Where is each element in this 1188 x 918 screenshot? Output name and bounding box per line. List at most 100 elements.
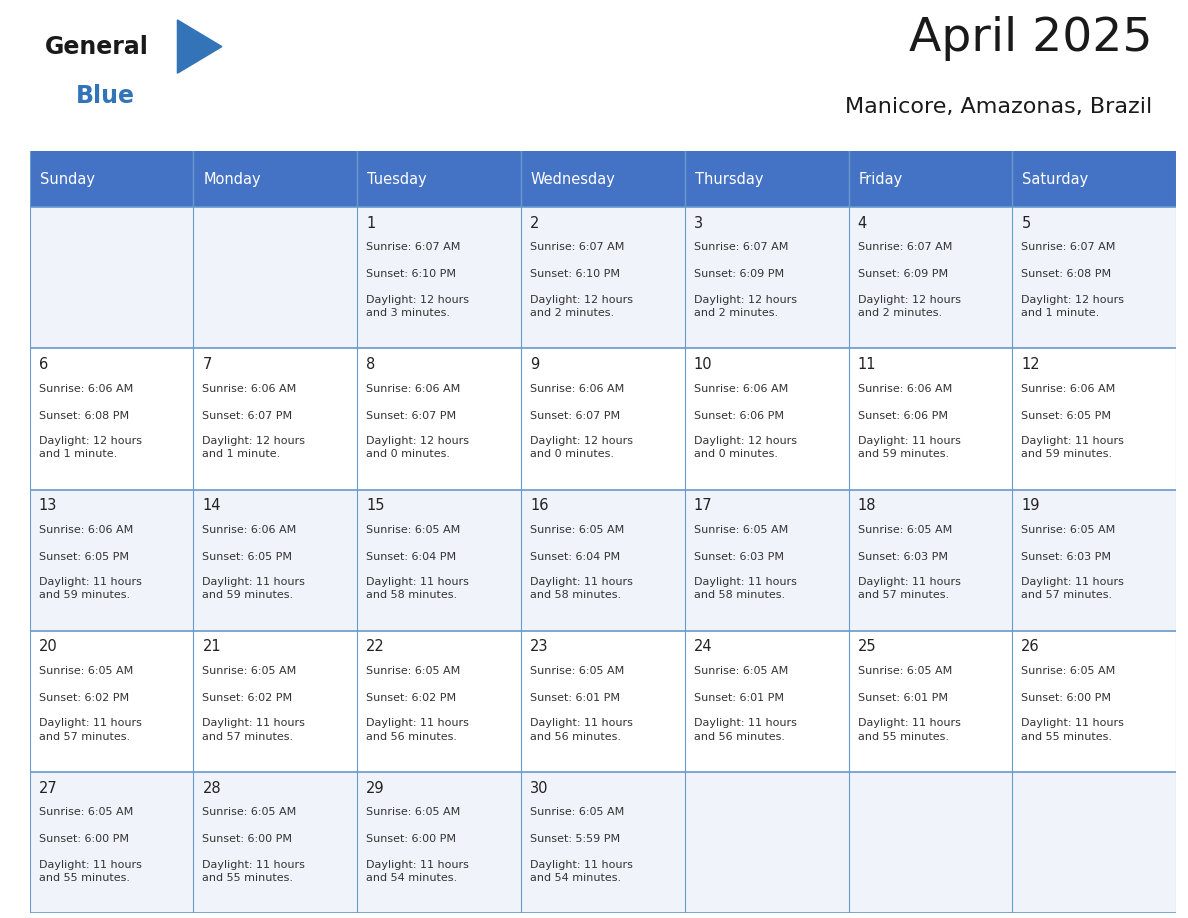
Text: 2: 2 [530,216,539,230]
Text: Monday: Monday [203,172,261,186]
Text: Sunset: 6:02 PM: Sunset: 6:02 PM [366,693,456,703]
Text: Sunrise: 6:05 AM: Sunrise: 6:05 AM [202,808,297,817]
Text: Sunrise: 6:07 AM: Sunrise: 6:07 AM [858,242,952,252]
Text: Daylight: 12 hours
and 1 minute.: Daylight: 12 hours and 1 minute. [39,436,141,459]
Text: Sunrise: 6:05 AM: Sunrise: 6:05 AM [366,525,461,535]
Text: Sunrise: 6:06 AM: Sunrise: 6:06 AM [530,384,624,394]
Text: 28: 28 [202,780,221,796]
Text: Sunset: 6:00 PM: Sunset: 6:00 PM [39,834,128,845]
Text: Daylight: 11 hours
and 55 minutes.: Daylight: 11 hours and 55 minutes. [1022,719,1124,742]
Text: Daylight: 11 hours
and 57 minutes.: Daylight: 11 hours and 57 minutes. [39,719,141,742]
Text: Daylight: 11 hours
and 56 minutes.: Daylight: 11 hours and 56 minutes. [694,719,797,742]
Text: Daylight: 11 hours
and 57 minutes.: Daylight: 11 hours and 57 minutes. [202,719,305,742]
Text: 25: 25 [858,639,877,655]
Text: Daylight: 11 hours
and 54 minutes.: Daylight: 11 hours and 54 minutes. [366,860,469,883]
Text: Daylight: 11 hours
and 55 minutes.: Daylight: 11 hours and 55 minutes. [202,860,305,883]
Text: Sunrise: 6:05 AM: Sunrise: 6:05 AM [694,666,788,677]
Text: Daylight: 11 hours
and 56 minutes.: Daylight: 11 hours and 56 minutes. [366,719,469,742]
Text: Sunrise: 6:05 AM: Sunrise: 6:05 AM [202,666,297,677]
Text: Sunset: 6:01 PM: Sunset: 6:01 PM [694,693,784,703]
Text: Sunset: 6:00 PM: Sunset: 6:00 PM [202,834,292,845]
Text: Sunset: 6:05 PM: Sunset: 6:05 PM [1022,410,1111,420]
Text: Sunrise: 6:06 AM: Sunrise: 6:06 AM [858,384,952,394]
Text: Sunrise: 6:07 AM: Sunrise: 6:07 AM [366,242,461,252]
Text: Sunrise: 6:05 AM: Sunrise: 6:05 AM [366,808,461,817]
Text: Sunset: 6:07 PM: Sunset: 6:07 PM [366,410,456,420]
Text: Daylight: 12 hours
and 2 minutes.: Daylight: 12 hours and 2 minutes. [694,295,797,318]
Text: Sunset: 6:10 PM: Sunset: 6:10 PM [530,269,620,279]
Text: Manicore, Amazonas, Brazil: Manicore, Amazonas, Brazil [845,97,1152,118]
Text: 9: 9 [530,357,539,372]
Text: Friday: Friday [859,172,903,186]
Text: Sunrise: 6:06 AM: Sunrise: 6:06 AM [694,384,788,394]
Text: Daylight: 11 hours
and 58 minutes.: Daylight: 11 hours and 58 minutes. [694,577,797,600]
Text: Sunrise: 6:05 AM: Sunrise: 6:05 AM [530,666,624,677]
Text: 24: 24 [694,639,713,655]
Text: Sunrise: 6:06 AM: Sunrise: 6:06 AM [202,384,297,394]
Bar [30,772,1176,913]
Text: Sunset: 6:03 PM: Sunset: 6:03 PM [1022,552,1111,562]
Text: Sunrise: 6:07 AM: Sunrise: 6:07 AM [1022,242,1116,252]
Text: Sunset: 6:05 PM: Sunset: 6:05 PM [202,552,292,562]
Text: Sunset: 6:07 PM: Sunset: 6:07 PM [530,410,620,420]
Text: Sunrise: 6:07 AM: Sunrise: 6:07 AM [530,242,625,252]
Text: Sunset: 6:01 PM: Sunset: 6:01 PM [530,693,620,703]
Text: 22: 22 [366,639,385,655]
Text: 7: 7 [202,357,211,372]
Text: Sunrise: 6:05 AM: Sunrise: 6:05 AM [858,666,952,677]
Text: 12: 12 [1022,357,1040,372]
Text: 19: 19 [1022,498,1040,513]
Bar [30,348,1176,489]
Text: Sunrise: 6:05 AM: Sunrise: 6:05 AM [694,525,788,535]
Text: Sunday: Sunday [39,172,95,186]
Text: Sunset: 6:03 PM: Sunset: 6:03 PM [694,552,784,562]
Text: Sunrise: 6:05 AM: Sunrise: 6:05 AM [858,525,952,535]
Text: 29: 29 [366,780,385,796]
Text: Daylight: 12 hours
and 3 minutes.: Daylight: 12 hours and 3 minutes. [366,295,469,318]
Bar [30,489,1176,631]
Text: Daylight: 11 hours
and 59 minutes.: Daylight: 11 hours and 59 minutes. [1022,436,1124,459]
Text: Daylight: 11 hours
and 58 minutes.: Daylight: 11 hours and 58 minutes. [366,577,469,600]
Text: Sunset: 6:09 PM: Sunset: 6:09 PM [858,269,948,279]
Text: Sunrise: 6:05 AM: Sunrise: 6:05 AM [1022,525,1116,535]
Text: Sunset: 6:00 PM: Sunset: 6:00 PM [366,834,456,845]
Text: 15: 15 [366,498,385,513]
Text: Sunrise: 6:06 AM: Sunrise: 6:06 AM [1022,384,1116,394]
Text: Sunrise: 6:05 AM: Sunrise: 6:05 AM [39,808,133,817]
Bar [30,207,1176,348]
Text: Daylight: 12 hours
and 0 minutes.: Daylight: 12 hours and 0 minutes. [694,436,797,459]
Text: Blue: Blue [76,84,134,107]
Text: Sunset: 6:07 PM: Sunset: 6:07 PM [202,410,292,420]
Text: Sunset: 5:59 PM: Sunset: 5:59 PM [530,834,620,845]
Text: 23: 23 [530,639,549,655]
Polygon shape [177,20,222,73]
Text: Sunset: 6:10 PM: Sunset: 6:10 PM [366,269,456,279]
Text: Daylight: 11 hours
and 55 minutes.: Daylight: 11 hours and 55 minutes. [858,719,960,742]
Text: 5: 5 [1022,216,1031,230]
Bar [30,631,1176,772]
Text: 4: 4 [858,216,867,230]
Text: Sunrise: 6:05 AM: Sunrise: 6:05 AM [530,525,624,535]
Text: 11: 11 [858,357,876,372]
Text: Daylight: 12 hours
and 2 minutes.: Daylight: 12 hours and 2 minutes. [530,295,633,318]
Text: Sunset: 6:04 PM: Sunset: 6:04 PM [366,552,456,562]
Text: 27: 27 [39,780,57,796]
Text: 30: 30 [530,780,549,796]
Text: April 2025: April 2025 [909,16,1152,62]
Bar [848,151,1012,207]
Text: Daylight: 12 hours
and 1 minute.: Daylight: 12 hours and 1 minute. [202,436,305,459]
Text: Thursday: Thursday [695,172,763,186]
Text: Sunset: 6:03 PM: Sunset: 6:03 PM [858,552,948,562]
Text: Wednesday: Wednesday [531,172,615,186]
Text: Daylight: 11 hours
and 59 minutes.: Daylight: 11 hours and 59 minutes. [858,436,960,459]
Text: 21: 21 [202,639,221,655]
Text: 26: 26 [1022,639,1040,655]
Bar [684,151,848,207]
Text: Daylight: 11 hours
and 55 minutes.: Daylight: 11 hours and 55 minutes. [39,860,141,883]
Text: 17: 17 [694,498,713,513]
Text: Sunset: 6:09 PM: Sunset: 6:09 PM [694,269,784,279]
Bar [194,151,358,207]
Text: Daylight: 11 hours
and 54 minutes.: Daylight: 11 hours and 54 minutes. [530,860,633,883]
Text: 13: 13 [39,498,57,513]
Text: Sunset: 6:02 PM: Sunset: 6:02 PM [202,693,292,703]
